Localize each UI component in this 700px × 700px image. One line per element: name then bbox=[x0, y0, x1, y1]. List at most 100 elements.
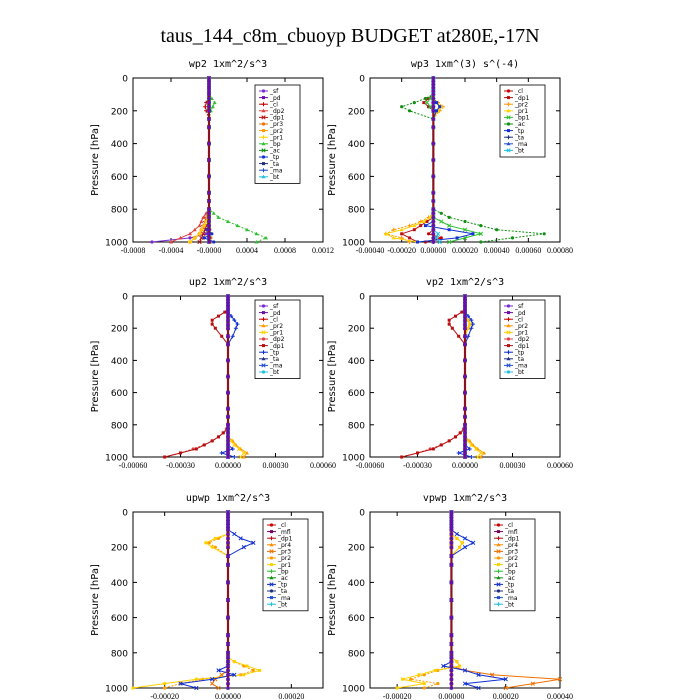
y-axis-label: Pressure [hPa] bbox=[327, 124, 338, 196]
x-tick-label: 0.00030 bbox=[263, 461, 289, 470]
data-point bbox=[495, 228, 499, 232]
legend-entry: _bt bbox=[269, 174, 280, 181]
series-line-pr2 bbox=[410, 512, 463, 689]
zero-profile-point bbox=[463, 307, 467, 311]
legend-marker bbox=[270, 596, 273, 600]
zero-profile-point bbox=[207, 215, 211, 220]
data-point bbox=[178, 681, 183, 686]
data-point bbox=[219, 450, 224, 455]
zero-profile-point bbox=[207, 100, 211, 105]
data-point bbox=[258, 668, 262, 672]
zero-profile-point bbox=[226, 510, 230, 514]
zero-profile-point bbox=[207, 86, 211, 90]
legend-marker bbox=[496, 536, 501, 541]
zero-profile-point bbox=[449, 524, 454, 528]
figure-title: taus_144_c8m_cbuoyp BUDGET at280E,-17N bbox=[160, 25, 539, 47]
zero-profile-point bbox=[226, 326, 230, 331]
data-point bbox=[557, 677, 563, 682]
series-line-pr2 bbox=[164, 512, 255, 689]
zero-profile-point bbox=[207, 96, 211, 101]
y-tick-label: 400 bbox=[111, 357, 128, 367]
data-point bbox=[428, 96, 433, 101]
data-point bbox=[454, 531, 460, 537]
y-tick-label: 1000 bbox=[105, 454, 128, 464]
data-point bbox=[470, 540, 476, 545]
legend-entry: _pr1 bbox=[277, 562, 291, 569]
data-point bbox=[478, 455, 483, 459]
data-point bbox=[204, 211, 209, 215]
zero-profile-point bbox=[463, 390, 467, 395]
zero-profile-point bbox=[431, 232, 436, 236]
zero-profile-point bbox=[207, 207, 211, 211]
data-point bbox=[391, 227, 396, 232]
data-point bbox=[455, 236, 459, 240]
legend-entry: _ac bbox=[514, 121, 525, 128]
data-point bbox=[455, 660, 459, 664]
data-point bbox=[229, 438, 234, 444]
legend-entry: _dp2 bbox=[269, 336, 285, 343]
x-tick-label: -0.0008 bbox=[121, 246, 146, 255]
data-point bbox=[462, 235, 468, 241]
data-point bbox=[419, 224, 423, 228]
x-tick-label: -0.00060 bbox=[119, 461, 148, 470]
data-point bbox=[204, 232, 208, 236]
y-tick-label: 0 bbox=[359, 75, 365, 85]
zero-profile-point bbox=[463, 303, 467, 308]
legend-marker bbox=[261, 363, 266, 368]
legend-box bbox=[254, 84, 301, 184]
legend-marker bbox=[506, 89, 511, 93]
series-line-pr2 bbox=[227, 296, 248, 458]
zero-profile-point bbox=[431, 109, 436, 113]
zero-profile-point bbox=[431, 223, 436, 228]
legend-entry: _pr4 bbox=[277, 542, 291, 549]
zero-profile-point bbox=[226, 532, 230, 536]
zero-profile-point bbox=[226, 659, 230, 664]
legend-marker bbox=[261, 356, 266, 361]
legend-marker bbox=[269, 523, 274, 527]
legend-entry: _tp bbox=[269, 349, 279, 356]
legend-entry: _pr1 bbox=[514, 108, 528, 115]
y-tick-label: 400 bbox=[111, 579, 128, 589]
data-point bbox=[482, 450, 486, 455]
y-axis-label: Pressure [hPa] bbox=[90, 124, 101, 196]
legend-marker bbox=[269, 536, 274, 541]
data-point bbox=[454, 314, 457, 318]
data-point bbox=[408, 236, 412, 240]
legend-marker bbox=[261, 89, 266, 93]
legend-marker bbox=[262, 129, 265, 133]
data-point bbox=[428, 104, 433, 109]
legend-entry: _cl bbox=[269, 316, 278, 323]
data-point bbox=[460, 541, 464, 545]
zero-profile-point bbox=[226, 517, 230, 521]
zero-profile-point bbox=[207, 76, 211, 80]
zero-profile-point bbox=[449, 545, 454, 549]
legend-entry: _pr4 bbox=[504, 542, 518, 549]
data-point bbox=[456, 450, 461, 455]
legend-entry: _tp bbox=[269, 154, 279, 161]
series-line-tp bbox=[417, 78, 474, 243]
zero-profile-point bbox=[449, 673, 454, 677]
legend-marker bbox=[507, 344, 510, 348]
x-tick-label: -0.00020 bbox=[383, 692, 412, 700]
zero-profile-point bbox=[431, 89, 436, 93]
legend-marker bbox=[497, 596, 500, 600]
data-point bbox=[211, 211, 216, 215]
data-point bbox=[245, 664, 249, 668]
zero-profile-point bbox=[463, 322, 467, 326]
data-point bbox=[210, 232, 214, 236]
y-axis-label: Pressure [hPa] bbox=[327, 564, 338, 636]
y-tick-label: 600 bbox=[348, 389, 365, 399]
legend-marker bbox=[269, 556, 274, 560]
data-point bbox=[422, 686, 426, 690]
data-point bbox=[447, 223, 452, 228]
data-point bbox=[457, 334, 461, 338]
legend-entry: _pr1 bbox=[269, 330, 283, 337]
legend-marker bbox=[269, 575, 274, 580]
zero-profile-point bbox=[226, 390, 230, 395]
zero-profile-point bbox=[449, 681, 454, 686]
legend: _cl_mfl_dp1_pr4_pr3_pr2_pr1_bp_ac_tp_ta_… bbox=[262, 518, 309, 612]
zero-profile-point bbox=[226, 447, 230, 451]
panel-3: up2 1xm^2/s^3 Pressure [hPa] 0 200 400 600 800… bbox=[90, 277, 336, 470]
zero-profile-point bbox=[449, 642, 454, 646]
x-tick-label: -0.00060 bbox=[356, 461, 385, 470]
